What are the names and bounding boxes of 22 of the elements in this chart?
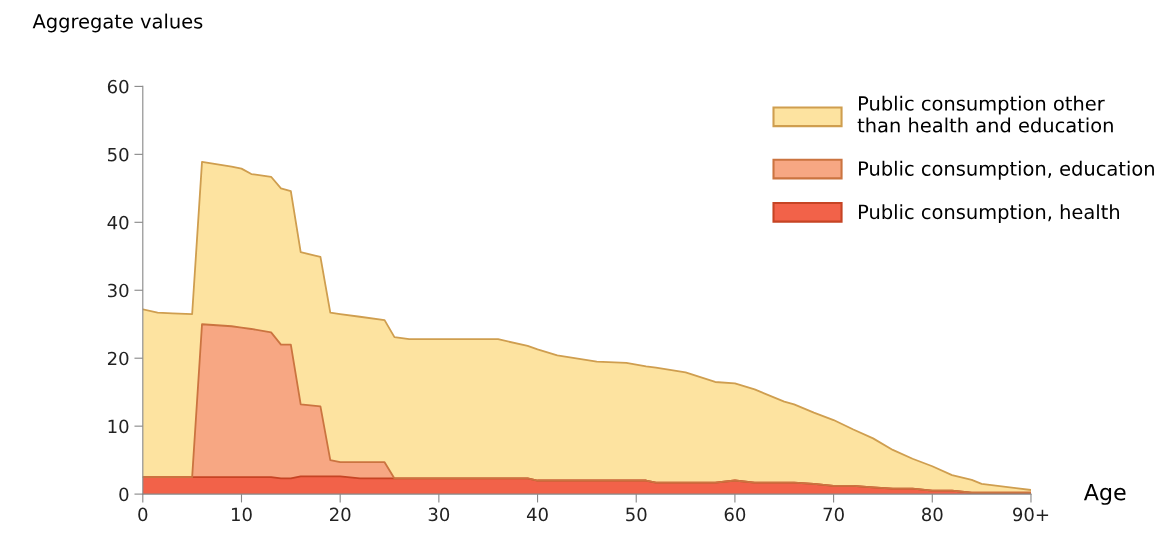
y-tick-label: 0 bbox=[119, 487, 129, 502]
y-tick-label: 10 bbox=[108, 419, 129, 434]
x-tick-label: 60 bbox=[724, 507, 746, 522]
x-tick-label: 40 bbox=[526, 507, 548, 522]
y-tick-label: 30 bbox=[108, 283, 129, 298]
x-tick-label: 80 bbox=[922, 507, 943, 522]
x-tick-label: 70 bbox=[823, 507, 844, 522]
x-tick-label: 0 bbox=[138, 507, 148, 522]
legend-label: Public consumption, health bbox=[859, 204, 1119, 223]
y-tick-label: 40 bbox=[107, 215, 129, 230]
x-tick-label: 10 bbox=[231, 507, 252, 522]
y-tick-label: 60 bbox=[107, 79, 129, 94]
x-tick-label: 30 bbox=[428, 507, 450, 522]
legend-label: Public consumption other than health and education bbox=[857, 95, 1113, 133]
y-tick-label: 50 bbox=[108, 147, 129, 162]
y-tick-label: 20 bbox=[107, 351, 129, 366]
y-axis-title: Aggregate values bbox=[32, 13, 203, 33]
x-tick-label: 20 bbox=[330, 507, 351, 522]
x-tick-label: 50 bbox=[626, 507, 647, 522]
x-axis-title: Age bbox=[1083, 484, 1126, 505]
legend-label: Public consumption, education bbox=[859, 160, 1154, 180]
x-tick-label: 90+ bbox=[1013, 507, 1049, 522]
